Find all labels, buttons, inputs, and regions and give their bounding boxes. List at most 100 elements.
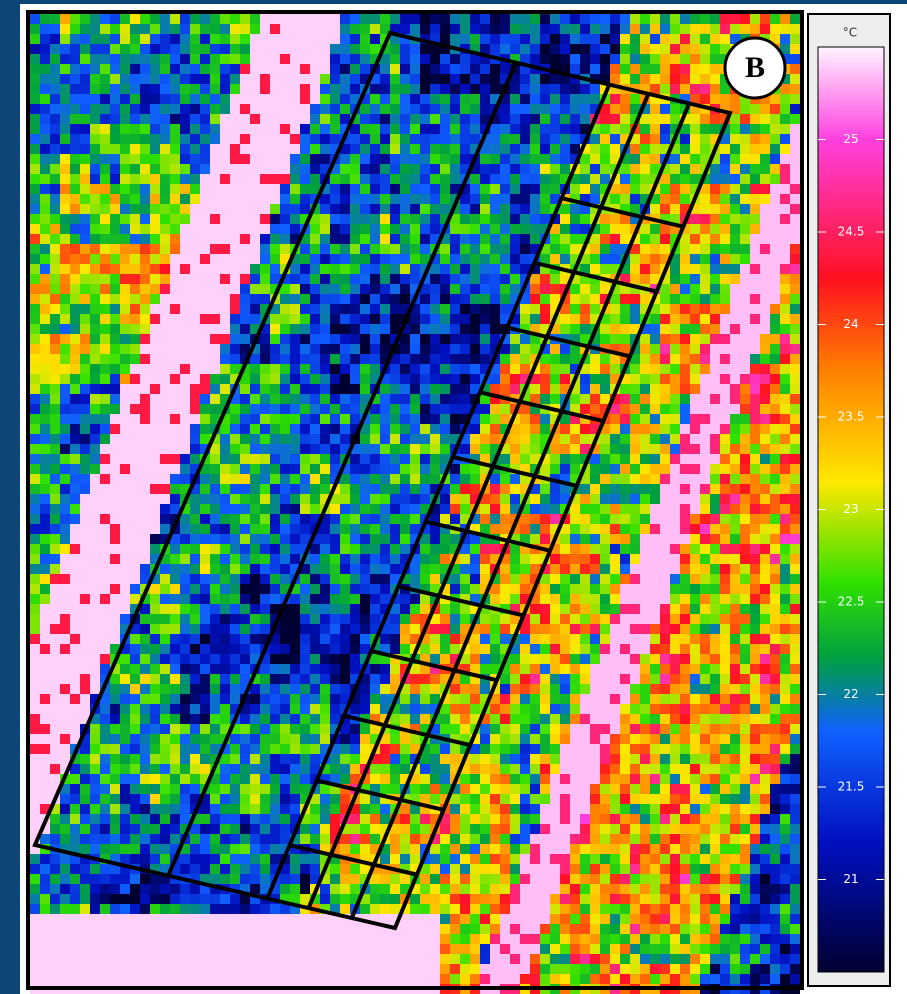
thermal-pixel bbox=[460, 304, 470, 314]
thermal-pixel bbox=[60, 564, 70, 574]
thermal-pixel bbox=[260, 534, 270, 544]
thermal-pixel bbox=[210, 164, 220, 174]
thermal-pixel bbox=[350, 544, 360, 554]
thermal-pixel bbox=[270, 524, 280, 534]
thermal-pixel bbox=[410, 374, 420, 384]
thermal-pixel bbox=[360, 124, 370, 134]
thermal-pixel bbox=[230, 404, 240, 414]
thermal-pixel bbox=[670, 544, 680, 554]
thermal-pixel bbox=[60, 184, 70, 194]
thermal-pixel bbox=[540, 194, 550, 204]
thermal-pixel bbox=[200, 54, 210, 64]
thermal-pixel bbox=[510, 374, 520, 384]
thermal-pixel bbox=[670, 294, 680, 304]
thermal-pixel bbox=[230, 634, 240, 644]
thermal-pixel bbox=[420, 64, 430, 74]
thermal-pixel bbox=[360, 264, 370, 274]
thermal-pixel bbox=[320, 324, 330, 334]
thermal-pixel bbox=[390, 544, 400, 554]
thermal-pixel bbox=[650, 124, 660, 134]
thermal-pixel bbox=[790, 34, 800, 44]
thermal-pixel bbox=[200, 504, 210, 514]
thermal-pixel bbox=[470, 484, 480, 494]
thermal-pixel bbox=[260, 364, 270, 374]
thermal-pixel bbox=[230, 474, 240, 484]
thermal-pixel bbox=[300, 154, 310, 164]
thermal-pixel bbox=[260, 414, 270, 424]
thermal-pixel bbox=[170, 234, 180, 244]
thermal-pixel bbox=[610, 104, 620, 114]
thermal-pixel bbox=[420, 334, 430, 344]
thermal-pixel bbox=[380, 394, 390, 404]
thermal-pixel bbox=[200, 514, 210, 524]
thermal-pixel bbox=[220, 644, 230, 654]
thermal-pixel bbox=[350, 634, 360, 644]
thermal-pixel bbox=[350, 564, 360, 574]
thermal-pixel bbox=[500, 384, 510, 394]
thermal-pixel bbox=[540, 204, 550, 214]
thermal-pixel bbox=[600, 24, 610, 34]
thermal-pixel bbox=[680, 464, 690, 474]
thermal-pixel bbox=[270, 214, 280, 224]
thermal-pixel bbox=[710, 404, 720, 414]
thermal-pixel bbox=[410, 454, 420, 464]
thermal-pixel bbox=[430, 194, 440, 204]
thermal-pixel bbox=[460, 64, 470, 74]
thermal-pixel bbox=[670, 594, 680, 604]
thermal-pixel bbox=[160, 44, 170, 54]
thermal-pixel bbox=[60, 544, 70, 554]
thermal-pixel bbox=[60, 154, 70, 164]
thermal-pixel bbox=[640, 174, 650, 184]
thermal-pixel bbox=[490, 384, 500, 394]
thermal-pixel bbox=[250, 154, 260, 164]
thermal-pixel bbox=[230, 14, 240, 24]
thermal-pixel bbox=[130, 344, 140, 354]
thermal-pixel bbox=[240, 424, 250, 434]
thermal-pixel bbox=[740, 464, 750, 474]
thermal-pixel bbox=[200, 534, 210, 544]
thermal-pixel bbox=[540, 384, 550, 394]
thermal-pixel bbox=[450, 364, 460, 374]
thermal-pixel bbox=[150, 524, 160, 534]
thermal-pixel bbox=[280, 454, 290, 464]
thermal-pixel bbox=[260, 284, 270, 294]
thermal-pixel bbox=[650, 14, 660, 24]
thermal-pixel bbox=[760, 534, 770, 544]
thermal-pixel bbox=[60, 84, 70, 94]
thermal-pixel bbox=[760, 564, 770, 574]
thermal-pixel bbox=[300, 584, 310, 594]
thermal-pixel bbox=[670, 574, 680, 584]
thermal-pixel bbox=[90, 534, 100, 544]
thermal-pixel bbox=[100, 444, 110, 454]
thermal-pixel bbox=[390, 454, 400, 464]
thermal-pixel bbox=[520, 154, 530, 164]
thermal-pixel bbox=[80, 44, 90, 54]
thermal-pixel bbox=[230, 324, 240, 334]
thermal-pixel bbox=[720, 584, 730, 594]
thermal-pixel bbox=[360, 44, 370, 54]
thermal-pixel bbox=[410, 514, 420, 524]
thermal-pixel bbox=[450, 144, 460, 154]
thermal-pixel bbox=[190, 74, 200, 84]
thermal-pixel bbox=[360, 204, 370, 214]
thermal-pixel bbox=[760, 24, 770, 34]
thermal-pixel bbox=[450, 124, 460, 134]
thermal-pixel bbox=[770, 584, 780, 594]
thermal-pixel bbox=[230, 144, 240, 154]
thermal-pixel bbox=[350, 24, 360, 34]
thermal-pixel bbox=[50, 224, 60, 234]
thermal-pixel bbox=[510, 174, 520, 184]
thermal-pixel bbox=[80, 564, 90, 574]
thermal-pixel bbox=[480, 574, 490, 584]
thermal-pixel bbox=[160, 484, 170, 494]
thermal-pixel bbox=[160, 144, 170, 154]
thermal-pixel bbox=[370, 364, 380, 374]
thermal-pixel bbox=[720, 534, 730, 544]
thermal-pixel bbox=[60, 174, 70, 184]
thermal-pixel bbox=[150, 264, 160, 274]
thermal-pixel bbox=[570, 84, 580, 94]
thermal-pixel bbox=[730, 134, 740, 144]
thermal-pixel bbox=[90, 404, 100, 414]
thermal-pixel bbox=[180, 144, 190, 154]
thermal-pixel bbox=[530, 74, 540, 84]
